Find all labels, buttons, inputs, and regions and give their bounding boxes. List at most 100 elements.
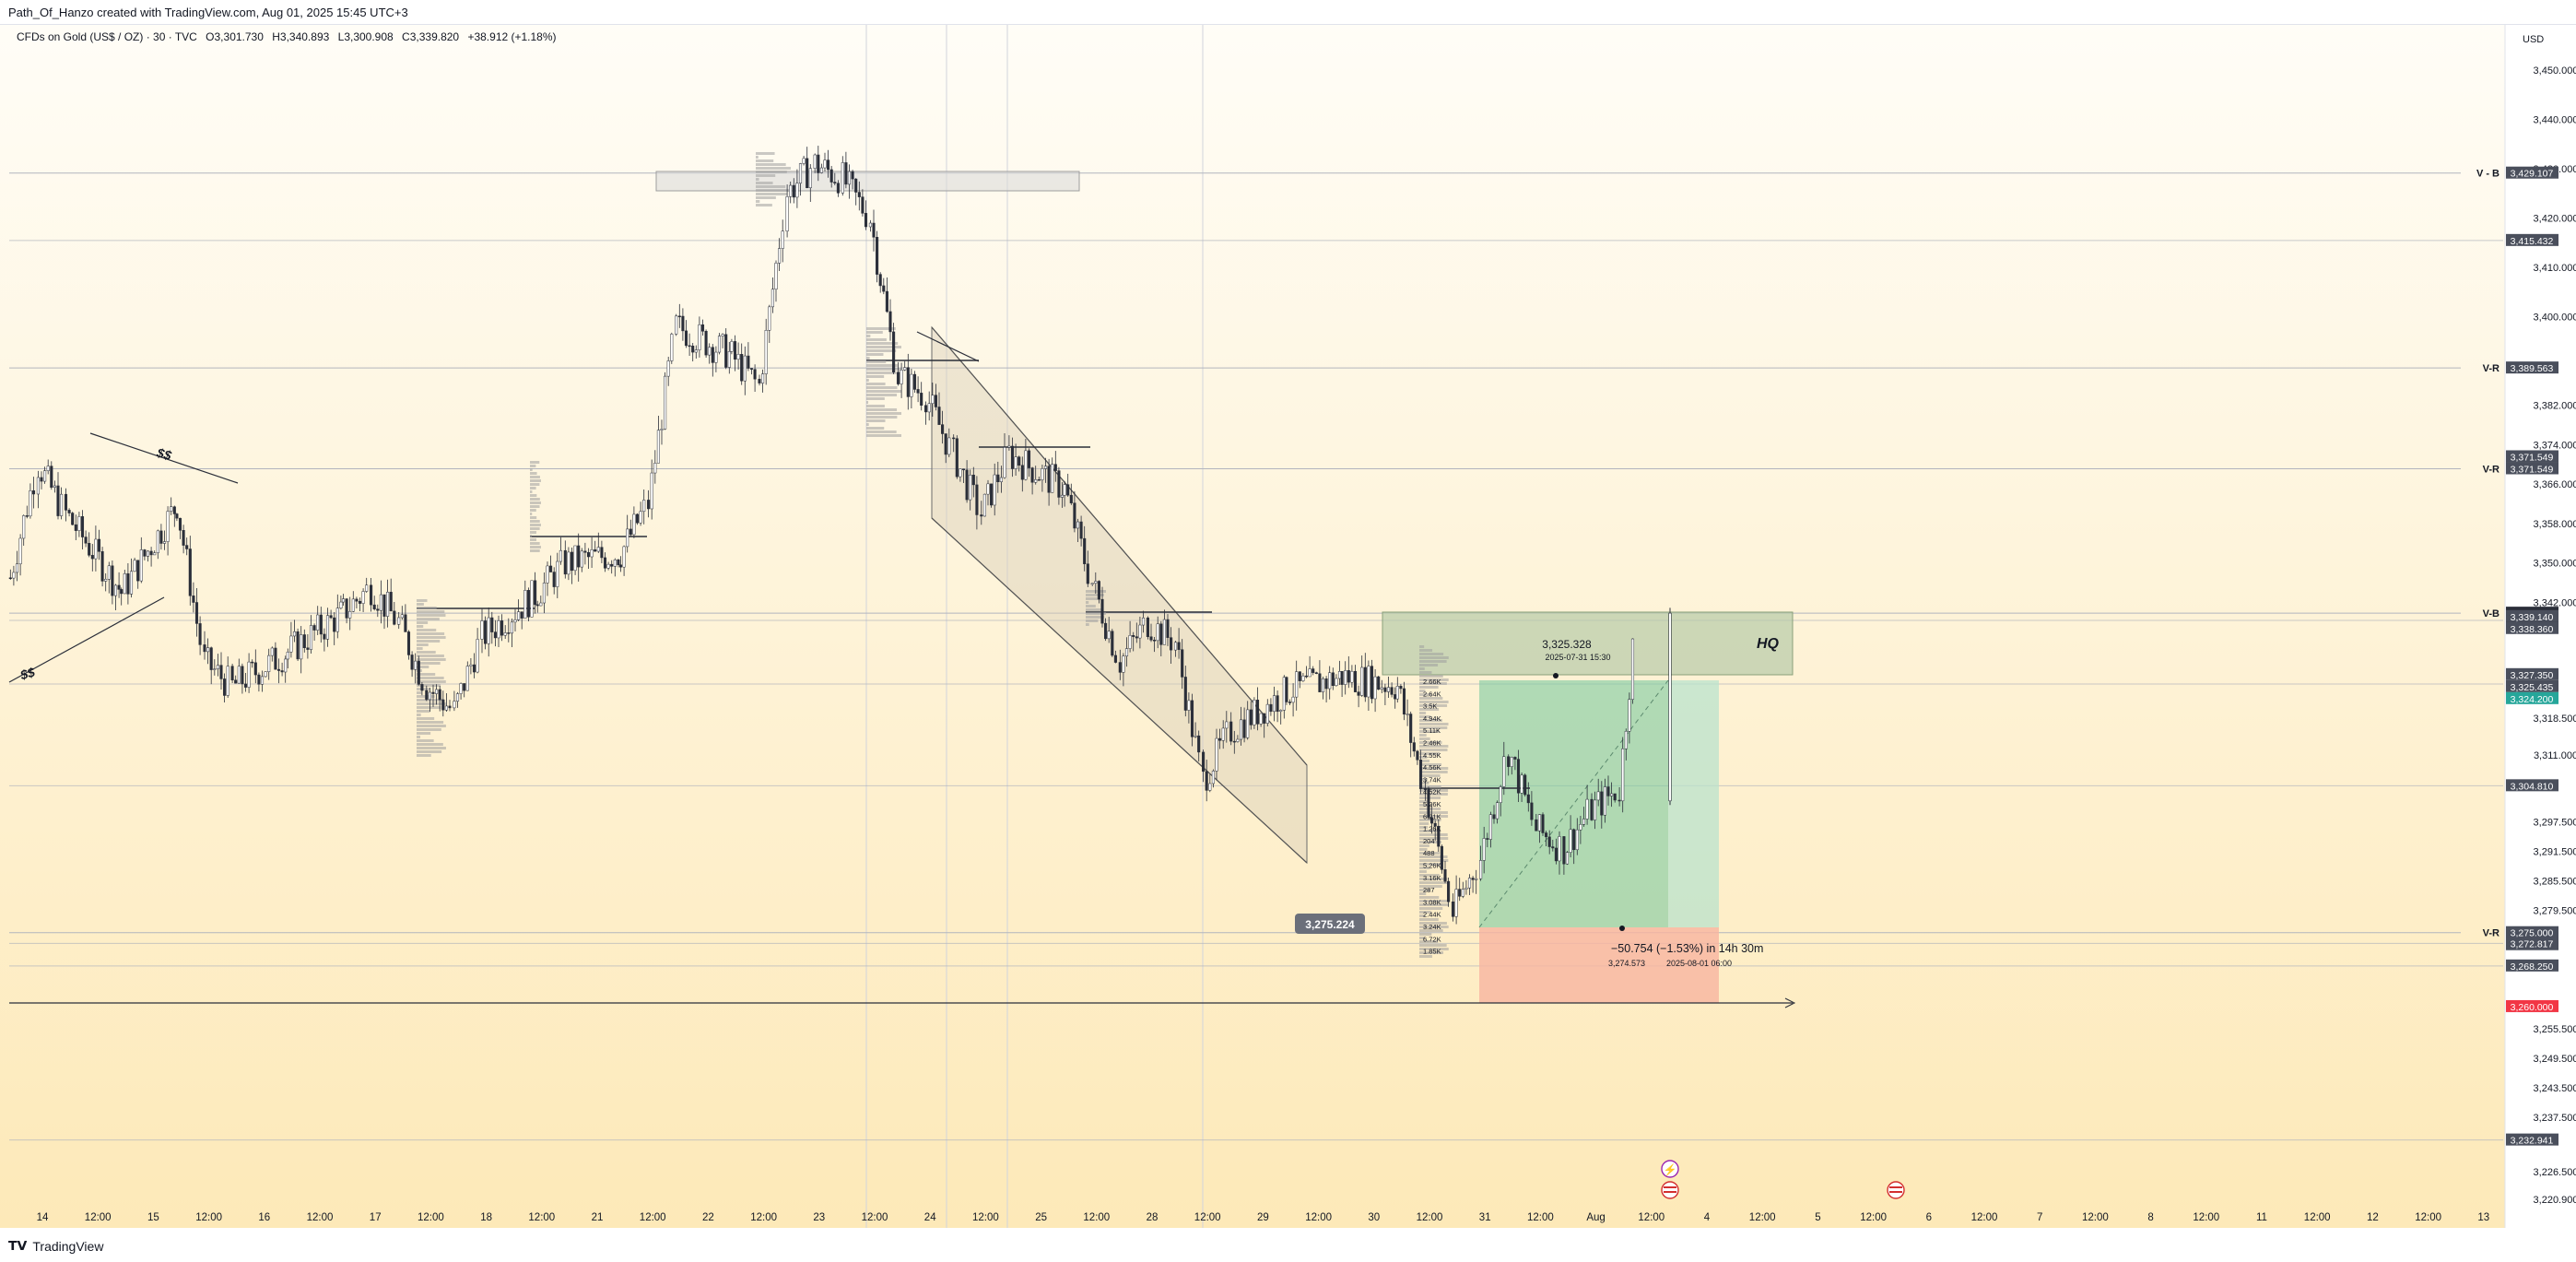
candle — [567, 547, 570, 581]
volume-bar — [530, 542, 540, 545]
volume-bar — [1086, 594, 1104, 596]
channel-lower-line[interactable] — [931, 517, 1308, 864]
candle — [1197, 730, 1201, 762]
candle — [1279, 709, 1283, 725]
volume-bar — [417, 754, 431, 757]
candle — [60, 487, 64, 520]
volume-bar — [1419, 826, 1429, 829]
volume-bar — [417, 706, 441, 709]
volume-bar — [530, 546, 541, 548]
x-tick-label: 18 — [480, 1212, 492, 1223]
candle — [864, 200, 868, 230]
candle — [955, 435, 959, 479]
volume-bar — [1419, 948, 1449, 950]
hq-zone-box[interactable] — [1382, 611, 1794, 676]
x-tick-label: 12:00 — [307, 1212, 334, 1223]
candle — [1190, 693, 1194, 747]
y-tick-label: 3,279.500 — [2534, 906, 2576, 917]
tradingview-watermark[interactable]: 𝗧𝗩 TradingView — [8, 1238, 103, 1254]
candle — [1547, 830, 1551, 855]
candle — [1440, 844, 1443, 874]
y-tick-label: 3,318.500 — [2534, 714, 2576, 725]
y-tick-label: 3,220.900 — [2534, 1195, 2576, 1206]
candle — [986, 479, 990, 506]
volume-bar — [1419, 756, 1428, 759]
trendline-short[interactable] — [916, 331, 980, 362]
candle — [1590, 793, 1594, 821]
symbol-name[interactable]: CFDs on Gold (US$ / OZ) · 30 · TVC — [17, 30, 197, 43]
candle — [129, 558, 134, 598]
y-tick-label: 3,226.500 — [2534, 1167, 2576, 1178]
price-label: 3,371.549 V-R — [2483, 462, 2558, 475]
volume-bar — [1419, 808, 1441, 810]
volume-bar — [1419, 944, 1447, 947]
volume-bar — [417, 691, 422, 694]
svg-text:3,429.107: 3,429.107 — [2511, 169, 2554, 180]
x-tick-label: 12:00 — [1194, 1212, 1221, 1223]
volume-bar — [1419, 951, 1444, 954]
candle — [1086, 550, 1089, 587]
candle — [586, 548, 591, 569]
volume-bar — [1419, 940, 1439, 943]
candle — [513, 608, 517, 632]
hq-label: HQ — [1757, 636, 1780, 652]
supply-zone-box[interactable] — [655, 171, 1080, 192]
candle — [1617, 787, 1621, 807]
candle — [36, 470, 40, 509]
currency-label[interactable]: USD — [2523, 34, 2544, 45]
long-position-stop-zone[interactable] — [1479, 927, 1719, 1003]
candle — [1111, 629, 1114, 657]
candle — [975, 476, 979, 530]
x-tick-label: 17 — [370, 1212, 382, 1223]
candle — [355, 596, 359, 608]
trendline-left[interactable] — [8, 596, 165, 683]
volume-bar — [417, 629, 437, 631]
candle — [1507, 754, 1511, 776]
candle — [642, 489, 646, 525]
candle — [325, 607, 330, 647]
candle — [410, 651, 414, 678]
candle — [556, 552, 559, 598]
candle — [823, 152, 827, 171]
candle — [1298, 671, 1301, 689]
candle — [376, 604, 380, 618]
volume-bar — [1419, 656, 1449, 659]
level-tag: V-R — [2483, 928, 2500, 939]
channel-upper-line[interactable] — [931, 326, 1308, 766]
candle — [753, 364, 757, 393]
trendline-top-left[interactable] — [89, 432, 239, 484]
tradingview-logo-icon: 𝗧𝗩 — [8, 1238, 28, 1253]
volume-profile-label: 2.64K — [1423, 690, 1441, 698]
measure-time-text: 2025-08-01 06:00 — [1666, 959, 1732, 968]
long-position-target-zone[interactable] — [1479, 680, 1719, 927]
candle — [1331, 667, 1335, 690]
volume-bar — [1419, 922, 1447, 925]
candle — [312, 623, 316, 641]
candle — [916, 376, 920, 403]
volume-bar — [530, 494, 537, 497]
floating-price-tag[interactable]: 3,275.224 — [1295, 914, 1365, 934]
candle — [523, 580, 527, 619]
y-tick-label: 3,382.000 — [2534, 401, 2576, 412]
volume-profile-label: 6.21K — [1423, 812, 1441, 820]
volume-bar — [1419, 815, 1449, 818]
candle — [1069, 483, 1073, 505]
candle — [1159, 620, 1163, 656]
candle — [596, 532, 600, 553]
volume-bar — [417, 717, 435, 720]
candle — [358, 597, 362, 611]
volume-bar — [530, 498, 540, 501]
volume-bar — [756, 171, 787, 173]
candle — [1423, 780, 1427, 801]
candle — [1166, 614, 1170, 646]
candle — [389, 578, 393, 612]
candle — [959, 468, 962, 482]
candle — [1516, 749, 1521, 803]
candle — [441, 690, 445, 717]
event-icons[interactable]: ⚡ — [1661, 1160, 1905, 1199]
candle — [251, 659, 254, 668]
entry-price-text: 3,325.328 — [1542, 638, 1592, 651]
svg-text:3,275.000: 3,275.000 — [2511, 928, 2554, 939]
symbol-legend[interactable]: CFDs on Gold (US$ / OZ) · 30 · TVC O3,30… — [17, 30, 557, 43]
